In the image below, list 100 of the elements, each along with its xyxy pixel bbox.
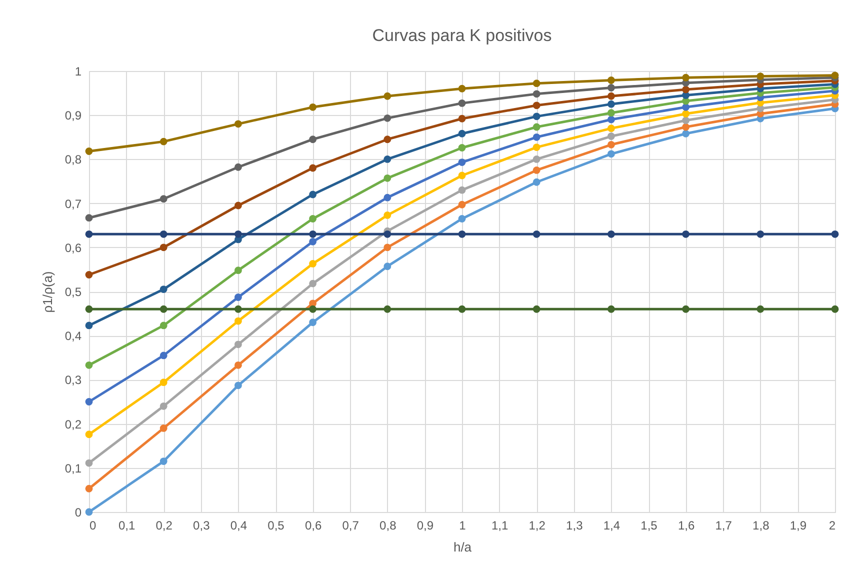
- point: [831, 230, 839, 238]
- point: [160, 322, 168, 330]
- point: [160, 286, 168, 293]
- point: [160, 402, 168, 410]
- point: [85, 484, 93, 492]
- point: [458, 114, 466, 122]
- y-tick-label: 1: [74, 64, 82, 78]
- point: [309, 230, 317, 238]
- point: [85, 214, 93, 222]
- point: [458, 158, 466, 166]
- x-tick-label: 1,4: [603, 518, 620, 532]
- x-tick-label: 1,7: [715, 518, 732, 532]
- point: [234, 120, 242, 128]
- point: [309, 238, 317, 246]
- point: [85, 459, 93, 467]
- y-axis-title: ρ1/ρ(a): [40, 271, 55, 313]
- point: [458, 99, 466, 107]
- point: [682, 130, 690, 138]
- point: [309, 190, 317, 198]
- point: [309, 305, 317, 313]
- point: [607, 92, 615, 100]
- point: [309, 280, 317, 288]
- point: [85, 322, 93, 330]
- point: [532, 156, 540, 163]
- x-tick-label: 0,2: [156, 518, 173, 532]
- chart-title: Curvas para K positivos: [372, 26, 552, 45]
- x-axis-title: h/a: [453, 540, 472, 554]
- x-tick-label: 0,6: [304, 518, 322, 532]
- point: [234, 266, 242, 274]
- point: [607, 116, 615, 124]
- point: [458, 130, 466, 138]
- point: [309, 103, 317, 111]
- point: [607, 84, 615, 92]
- point: [532, 144, 540, 151]
- y-tick-label: 0,8: [64, 152, 82, 167]
- point: [384, 194, 392, 202]
- x-tick-label: 0,9: [416, 518, 434, 532]
- point: [309, 260, 317, 268]
- point: [458, 230, 466, 238]
- point: [234, 340, 242, 348]
- point: [607, 109, 615, 117]
- x-tick-label: 1,2: [528, 518, 546, 532]
- point: [384, 114, 392, 122]
- point: [756, 230, 764, 238]
- point: [607, 100, 615, 108]
- point: [682, 123, 690, 131]
- point: [160, 244, 168, 252]
- point: [458, 144, 466, 152]
- point: [309, 318, 317, 326]
- point: [384, 305, 392, 313]
- point: [682, 103, 690, 111]
- point: [160, 138, 168, 146]
- point: [234, 202, 242, 210]
- point: [458, 215, 466, 222]
- point: [85, 148, 93, 155]
- point: [607, 140, 615, 148]
- point: [85, 305, 93, 313]
- point: [532, 178, 540, 186]
- x-tick-label: 0,3: [193, 518, 210, 532]
- point: [532, 102, 540, 110]
- y-tick-label: 0,2: [64, 417, 82, 432]
- y-tick-label: 0,1: [64, 461, 82, 476]
- point: [682, 74, 690, 82]
- point: [160, 305, 168, 313]
- point: [831, 305, 839, 313]
- point: [309, 215, 317, 222]
- point: [234, 163, 242, 171]
- point: [458, 186, 466, 194]
- x-tick-label: 0,8: [380, 518, 397, 532]
- point: [384, 156, 392, 163]
- x-tick-label: 0,7: [342, 518, 360, 532]
- y-tick-label: 0,6: [64, 240, 82, 255]
- x-tick-label: 1,5: [640, 518, 658, 532]
- x-tick-label: 1,1: [491, 518, 508, 532]
- point: [234, 305, 242, 313]
- point: [85, 508, 93, 516]
- x-tick-label: 2: [828, 518, 836, 532]
- x-tick-label: 0: [90, 518, 96, 532]
- point: [160, 378, 168, 386]
- point: [682, 110, 690, 118]
- x-tick-label: 0,4: [230, 518, 248, 532]
- point: [532, 90, 540, 98]
- x-tick-label: 1,8: [752, 518, 770, 532]
- point: [234, 230, 242, 238]
- point: [458, 172, 466, 180]
- point: [160, 195, 168, 203]
- x-tick-label: 0,5: [268, 518, 285, 532]
- point: [85, 361, 93, 369]
- point: [384, 212, 392, 219]
- point: [160, 458, 168, 465]
- y-tick-label: 0,9: [64, 108, 82, 123]
- point: [532, 133, 540, 141]
- y-tick-label: 0: [74, 506, 82, 520]
- point: [682, 230, 690, 238]
- x-tick-label: 1,9: [790, 518, 807, 532]
- point: [532, 166, 540, 174]
- point: [160, 230, 168, 238]
- point: [85, 230, 93, 238]
- point: [607, 150, 615, 158]
- point: [682, 305, 690, 313]
